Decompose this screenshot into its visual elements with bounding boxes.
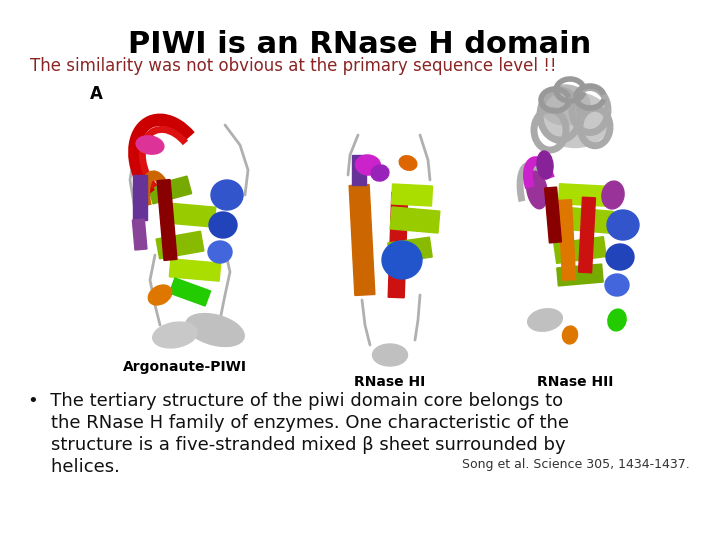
Ellipse shape bbox=[208, 241, 232, 263]
Bar bbox=[132, 219, 147, 250]
Ellipse shape bbox=[562, 326, 577, 344]
Ellipse shape bbox=[540, 85, 590, 125]
Ellipse shape bbox=[148, 285, 172, 305]
Text: Song et al. Science 305, 1434-1437.: Song et al. Science 305, 1434-1437. bbox=[462, 458, 690, 471]
Ellipse shape bbox=[186, 314, 244, 347]
Text: Argonaute-PIWI: Argonaute-PIWI bbox=[123, 360, 247, 374]
Bar bbox=[544, 187, 562, 243]
Ellipse shape bbox=[136, 136, 164, 154]
Ellipse shape bbox=[382, 241, 422, 279]
Bar bbox=[557, 264, 603, 286]
Bar bbox=[557, 207, 613, 233]
Bar bbox=[164, 203, 216, 227]
Ellipse shape bbox=[528, 309, 562, 331]
Bar bbox=[157, 180, 177, 260]
Bar bbox=[388, 192, 408, 298]
Ellipse shape bbox=[526, 171, 547, 209]
Bar bbox=[554, 237, 606, 264]
Text: The similarity was not obvious at the primary sequence level !!: The similarity was not obvious at the pr… bbox=[30, 57, 557, 75]
Ellipse shape bbox=[607, 210, 639, 240]
Ellipse shape bbox=[372, 344, 408, 366]
Bar bbox=[388, 237, 432, 263]
Ellipse shape bbox=[211, 180, 243, 210]
Text: •  The tertiary structure of the piwi domain core belongs to: • The tertiary structure of the piwi dom… bbox=[28, 392, 563, 410]
Ellipse shape bbox=[606, 244, 634, 270]
Ellipse shape bbox=[153, 322, 197, 348]
Bar bbox=[559, 200, 575, 280]
Ellipse shape bbox=[605, 274, 629, 296]
Ellipse shape bbox=[371, 165, 389, 181]
Ellipse shape bbox=[602, 181, 624, 209]
Bar bbox=[169, 278, 210, 306]
Bar bbox=[579, 197, 595, 273]
Bar bbox=[349, 185, 375, 295]
Ellipse shape bbox=[356, 155, 380, 175]
Text: helices.: helices. bbox=[28, 458, 120, 476]
Bar bbox=[352, 155, 366, 185]
Bar bbox=[169, 259, 221, 281]
Ellipse shape bbox=[399, 156, 417, 170]
Text: structure is a five-stranded mixed β sheet surrounded by: structure is a five-stranded mixed β she… bbox=[28, 436, 566, 454]
Text: A: A bbox=[90, 85, 103, 103]
Bar bbox=[390, 207, 440, 233]
Ellipse shape bbox=[540, 92, 610, 147]
Text: RNase HI: RNase HI bbox=[354, 375, 426, 389]
Text: RNase HII: RNase HII bbox=[537, 375, 613, 389]
Bar bbox=[133, 175, 147, 220]
Text: the RNase H family of enzymes. One characteristic of the: the RNase H family of enzymes. One chara… bbox=[28, 414, 569, 432]
Bar bbox=[559, 184, 608, 206]
Text: PIWI is an RNase H domain: PIWI is an RNase H domain bbox=[128, 30, 592, 59]
Ellipse shape bbox=[608, 309, 626, 331]
Bar bbox=[156, 231, 204, 259]
Bar bbox=[392, 184, 433, 206]
Bar bbox=[148, 176, 192, 204]
Ellipse shape bbox=[537, 151, 553, 179]
Ellipse shape bbox=[209, 212, 237, 238]
